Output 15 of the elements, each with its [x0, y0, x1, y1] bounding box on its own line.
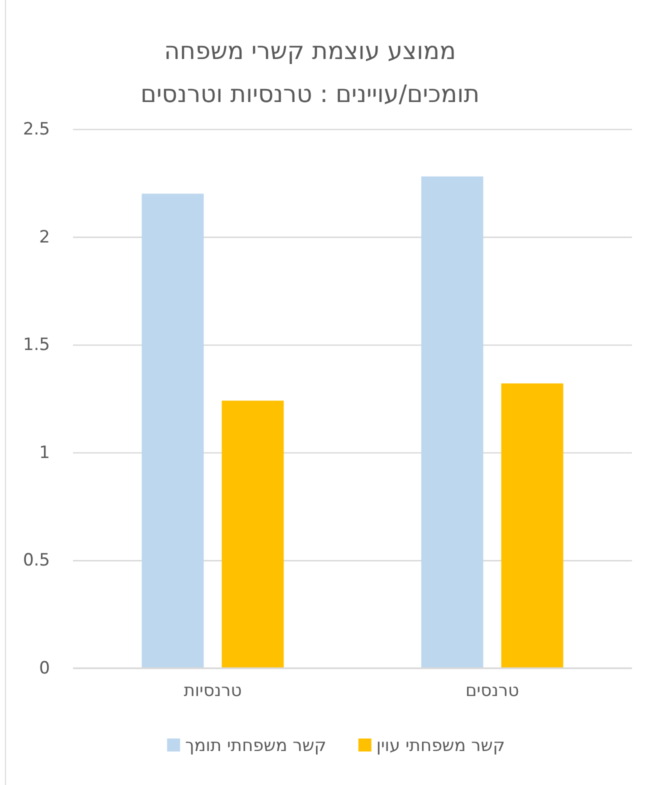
- bar: [222, 400, 284, 668]
- y-tick-label: 0.5: [22, 550, 50, 571]
- bar: [421, 176, 484, 668]
- chart-title: ממוצע עוצמת קשרי משפחה תומכים/עויינים : טרנסיות וטרנסים: [140, 37, 480, 108]
- y-tick-label: 2: [39, 227, 50, 248]
- x-tick-label: טרנסים: [465, 681, 520, 702]
- x-tick-label: טרנסיות: [184, 681, 242, 702]
- legend-label: קשר משפחתי תומך: [185, 736, 326, 756]
- legend-label: קשר משפחתי עוין: [376, 736, 505, 756]
- bar: [501, 383, 564, 668]
- bar: [142, 194, 204, 668]
- y-tick-label: 1.5: [22, 335, 50, 356]
- y-tick-label: 0: [39, 658, 50, 678]
- y-tick-label: 2.5: [22, 119, 50, 140]
- y-tick-label: 1: [39, 442, 50, 463]
